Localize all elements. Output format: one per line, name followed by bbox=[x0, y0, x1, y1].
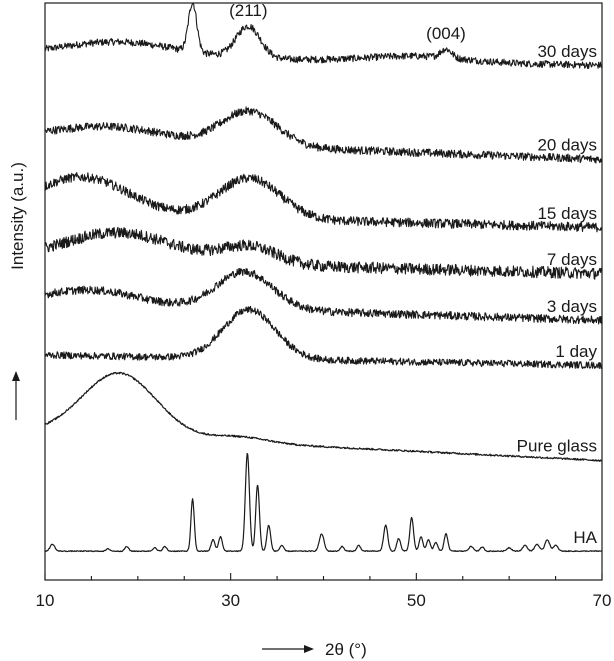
series-line-1-day bbox=[44, 305, 603, 370]
y-axis-title-group: Intensity (a.u.) bbox=[8, 162, 27, 270]
series-label-ha: HA bbox=[573, 528, 597, 547]
series-label-20-days: 20 days bbox=[537, 136, 597, 155]
series-line-7-days bbox=[44, 226, 603, 280]
series-line-15-days bbox=[44, 172, 603, 233]
series-line-ha bbox=[44, 452, 603, 553]
x-tick-label-10: 10 bbox=[36, 591, 55, 610]
series-line-pure-glass bbox=[44, 371, 603, 462]
series-labels: 30 days 20 days 15 days 7 days 3 days 1 day Pu… bbox=[517, 42, 598, 547]
x-tick-label-50: 50 bbox=[407, 591, 426, 610]
traces bbox=[44, 2, 603, 553]
peak-label-211: (211) bbox=[229, 1, 267, 20]
x-axis: 10 30 50 70 bbox=[36, 573, 612, 610]
y-axis-title: Intensity (a.u.) bbox=[8, 162, 27, 270]
peak-labels: (002)(211)(004) bbox=[229, 1, 466, 43]
series-label-15-days: 15 days bbox=[537, 204, 597, 223]
y-axis-arrow bbox=[12, 371, 20, 420]
x-axis-title: 2θ (°) bbox=[325, 640, 367, 659]
series-label-1-day: 1 day bbox=[555, 342, 597, 361]
series-label-7-days: 7 days bbox=[547, 250, 597, 269]
plot-frame bbox=[44, 2, 603, 581]
x-tick-label-70: 70 bbox=[593, 591, 612, 610]
series-label-3-days: 3 days bbox=[547, 297, 597, 316]
series-label-30-days: 30 days bbox=[537, 42, 597, 61]
x-axis-arrow bbox=[262, 645, 314, 653]
x-tick-label-30: 30 bbox=[221, 591, 240, 610]
peak-label-004: (004) bbox=[426, 24, 466, 43]
series-line-30-days bbox=[44, 2, 603, 70]
series-line-20-days bbox=[44, 106, 603, 164]
series-label-pure-glass: Pure glass bbox=[517, 437, 597, 456]
series-line-3-days bbox=[44, 267, 603, 325]
